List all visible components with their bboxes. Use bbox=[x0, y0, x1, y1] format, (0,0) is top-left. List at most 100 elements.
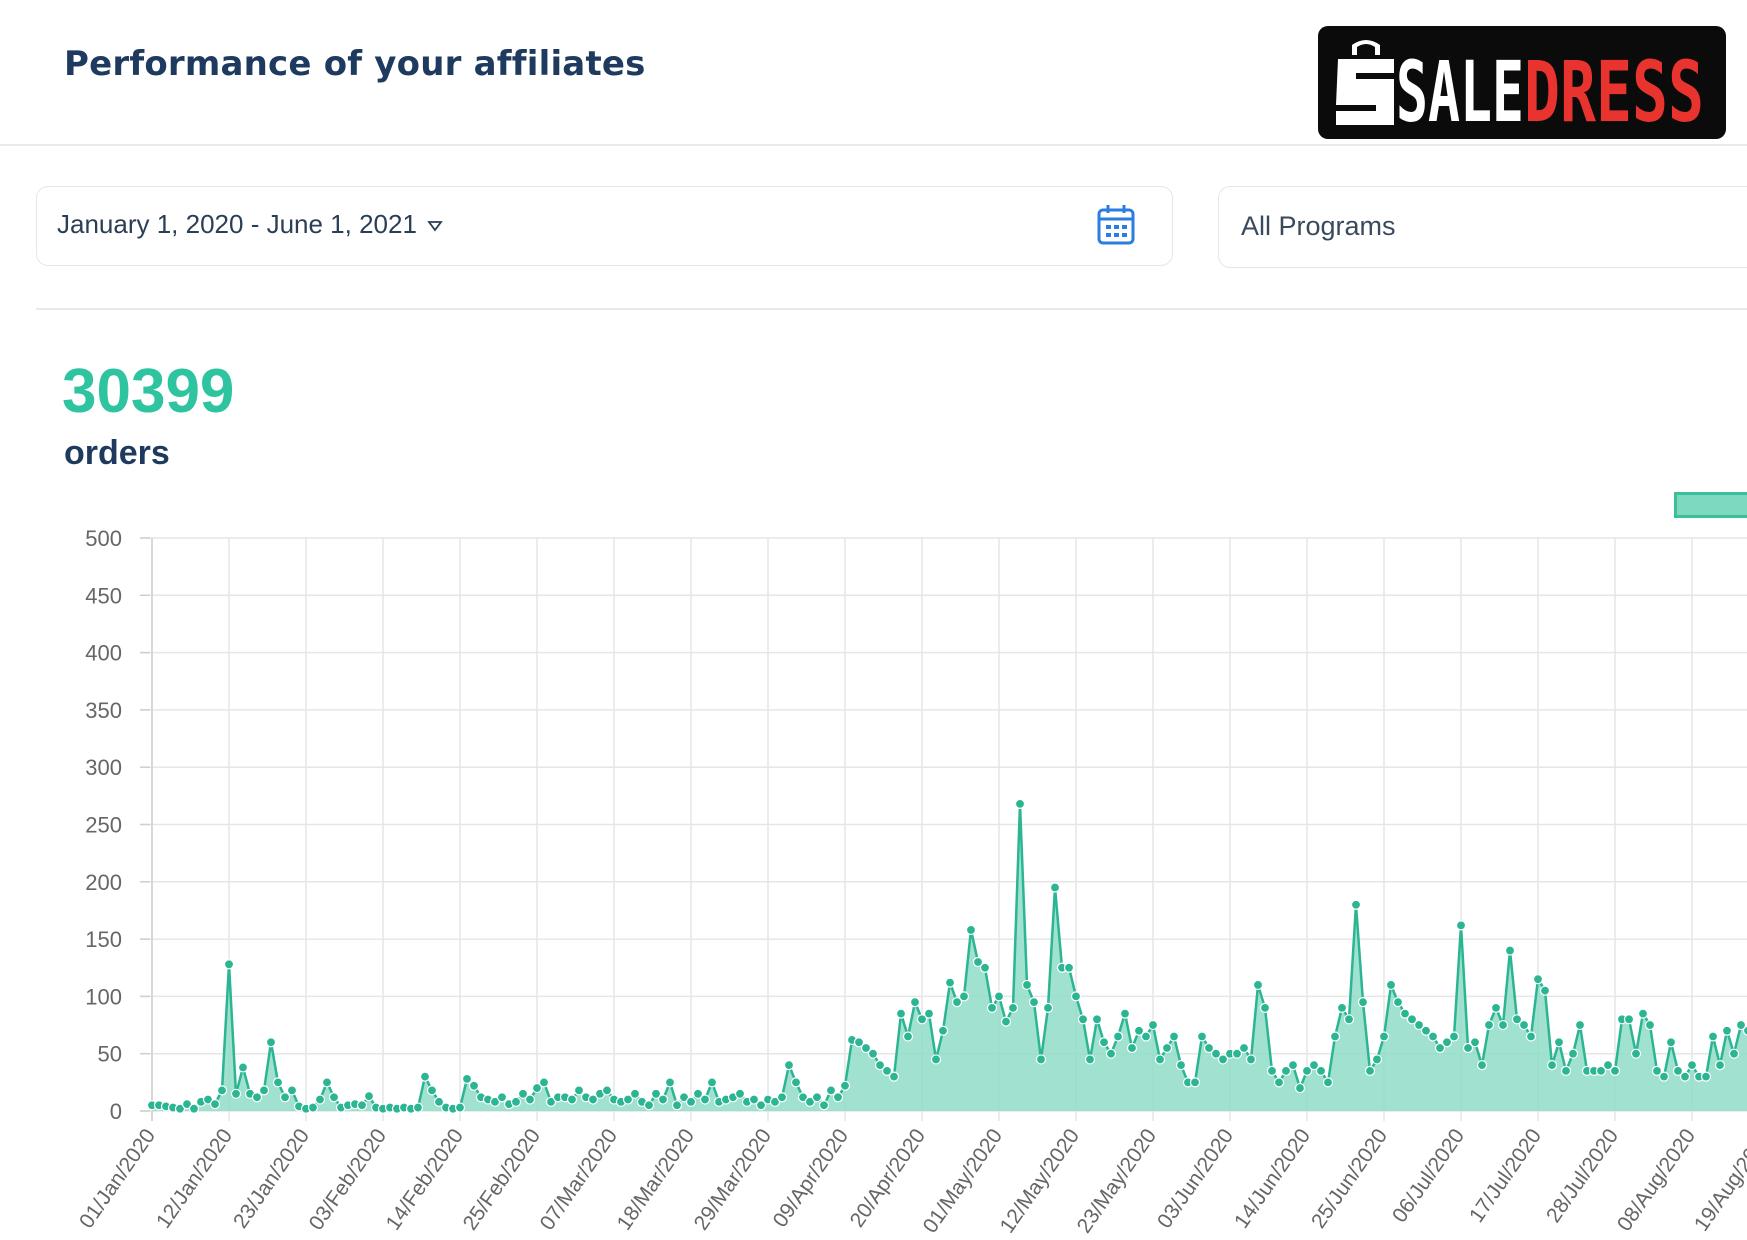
x-tick-label: 29/Mar/2020 bbox=[690, 1125, 776, 1235]
data-point bbox=[825, 1085, 837, 1096]
data-point bbox=[174, 1103, 186, 1114]
total-orders-value: 30399 bbox=[62, 357, 235, 426]
data-point bbox=[1399, 1008, 1411, 1019]
data-point bbox=[1140, 1031, 1152, 1042]
data-point bbox=[1392, 997, 1404, 1008]
data-point bbox=[888, 1071, 900, 1082]
data-point bbox=[258, 1085, 270, 1096]
data-point bbox=[1028, 997, 1040, 1008]
data-point bbox=[944, 977, 956, 988]
data-point bbox=[1336, 1002, 1348, 1013]
data-point bbox=[1742, 1025, 1747, 1036]
data-point bbox=[916, 1014, 928, 1025]
data-point bbox=[1364, 1065, 1376, 1076]
data-point bbox=[1077, 1014, 1089, 1025]
data-point bbox=[1357, 997, 1369, 1008]
data-point bbox=[1735, 1019, 1747, 1031]
data-point bbox=[622, 1094, 634, 1105]
data-point bbox=[1441, 1037, 1453, 1048]
data-point bbox=[181, 1099, 193, 1110]
x-tick-label: 14/Jun/2020 bbox=[1230, 1125, 1315, 1233]
data-point bbox=[1350, 899, 1362, 910]
data-point bbox=[818, 1100, 830, 1111]
x-tick-label: 01/May/2020 bbox=[919, 1125, 1007, 1238]
data-point bbox=[1560, 1065, 1572, 1076]
saledress-logo-icon: SALE DRESS bbox=[1336, 39, 1704, 129]
y-axis: 0 50 100 150 200 250 300 350 400 450 500 bbox=[85, 526, 153, 1124]
data-point bbox=[1427, 1031, 1439, 1042]
data-point bbox=[1686, 1060, 1698, 1071]
data-point bbox=[979, 962, 991, 973]
data-point bbox=[1511, 1014, 1523, 1025]
x-tick-label: 17/Jul/2020 bbox=[1465, 1125, 1546, 1227]
data-point bbox=[230, 1088, 242, 1099]
data-point bbox=[1301, 1065, 1313, 1076]
data-point bbox=[412, 1102, 424, 1113]
data-point bbox=[1189, 1077, 1201, 1088]
data-point bbox=[1196, 1031, 1208, 1042]
date-range-picker[interactable]: January 1, 2020 - June 1, 2021 bbox=[36, 186, 1173, 266]
data-point bbox=[1245, 1054, 1257, 1065]
data-point bbox=[657, 1094, 669, 1105]
y-tick-label: 150 bbox=[85, 927, 122, 952]
data-point bbox=[209, 1099, 221, 1110]
data-point bbox=[1343, 1014, 1355, 1025]
plot-area bbox=[146, 798, 1747, 1114]
data-point bbox=[1728, 1048, 1740, 1059]
data-point bbox=[692, 1088, 704, 1099]
data-point bbox=[188, 1103, 200, 1114]
date-range-value: January 1, 2020 - June 1, 2021 bbox=[57, 209, 443, 240]
data-point bbox=[1469, 1037, 1481, 1048]
data-point bbox=[1084, 1054, 1096, 1065]
x-tick-label: 28/Jul/2020 bbox=[1542, 1125, 1623, 1227]
data-point bbox=[1238, 1042, 1250, 1054]
data-point bbox=[1609, 1065, 1621, 1076]
x-tick-label: 08/Aug/2020 bbox=[1613, 1125, 1700, 1236]
data-point bbox=[965, 924, 977, 936]
data-point bbox=[1070, 991, 1082, 1002]
data-point bbox=[1315, 1065, 1327, 1076]
data-point bbox=[1546, 1060, 1558, 1071]
data-point bbox=[1721, 1025, 1733, 1036]
data-point bbox=[1252, 979, 1264, 991]
data-point bbox=[1266, 1065, 1278, 1076]
data-point bbox=[1329, 1031, 1341, 1042]
data-point bbox=[1483, 1019, 1495, 1031]
data-point bbox=[811, 1092, 823, 1103]
data-point bbox=[363, 1091, 375, 1102]
data-point bbox=[664, 1077, 676, 1088]
data-point bbox=[930, 1054, 942, 1065]
calendar-icon[interactable] bbox=[1096, 203, 1136, 247]
total-orders-label: orders bbox=[64, 434, 170, 472]
data-point bbox=[419, 1071, 431, 1082]
data-point bbox=[1105, 1048, 1117, 1059]
x-tick-label: 14/Feb/2020 bbox=[382, 1125, 468, 1235]
data-point bbox=[671, 1100, 683, 1111]
data-point bbox=[797, 1092, 809, 1103]
data-point bbox=[1714, 1060, 1726, 1071]
data-point bbox=[468, 1080, 480, 1091]
data-point bbox=[216, 1085, 228, 1096]
data-point bbox=[860, 1042, 872, 1054]
series-area bbox=[152, 803, 1747, 1111]
data-point bbox=[958, 991, 970, 1002]
caret-down-icon bbox=[427, 221, 443, 232]
data-point bbox=[1553, 1037, 1565, 1048]
data-point bbox=[321, 1077, 333, 1088]
data-point bbox=[1658, 1071, 1670, 1082]
orders-area-chart: 0 50 100 150 200 250 300 350 400 450 500 01/Jan/20… bbox=[75, 526, 1747, 1238]
data-point bbox=[1021, 979, 1033, 991]
data-point bbox=[1378, 1031, 1390, 1042]
y-tick-label: 50 bbox=[98, 1042, 122, 1067]
legend-swatch[interactable] bbox=[1674, 492, 1747, 518]
x-tick-label: 12/May/2020 bbox=[996, 1125, 1084, 1238]
program-select[interactable]: All Programs bbox=[1218, 186, 1747, 268]
data-point bbox=[524, 1094, 536, 1105]
x-tick-label: 23/Jan/2020 bbox=[229, 1125, 314, 1233]
data-point bbox=[1700, 1071, 1712, 1082]
data-point bbox=[1707, 1031, 1719, 1042]
data-point bbox=[951, 997, 963, 1008]
data-point bbox=[461, 1073, 473, 1085]
data-point bbox=[1602, 1060, 1614, 1071]
data-point bbox=[237, 1062, 249, 1073]
